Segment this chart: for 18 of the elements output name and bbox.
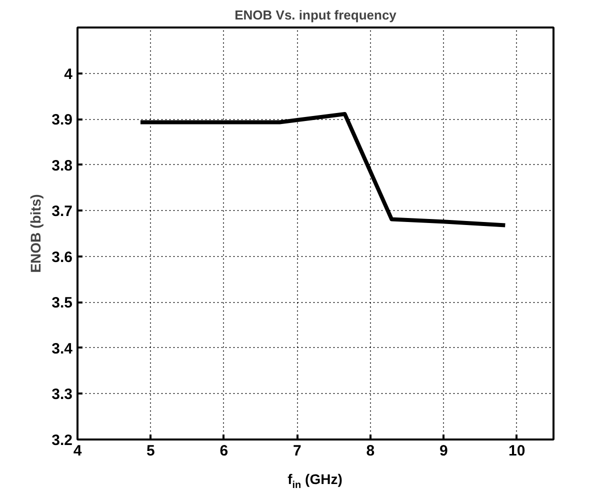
- y-tick-label: 3.4: [52, 340, 74, 358]
- y-tick-label: 3.5: [52, 294, 73, 312]
- x-tick-label: 7: [293, 442, 302, 460]
- y-tick-label: 3.3: [52, 386, 73, 404]
- x-tick-label: 5: [146, 442, 155, 460]
- x-tick-label: 8: [366, 442, 375, 460]
- x-axis-title: f$_{in}$ (GHz): [288, 470, 342, 493]
- y-tick-label: 3.6: [52, 248, 73, 266]
- y-axis-title: ENOB (bits): [28, 194, 44, 273]
- x-tick-label: 9: [439, 442, 448, 460]
- y-tick-label: 3.9: [52, 112, 73, 129]
- x-tick-label: 6: [220, 442, 228, 460]
- y-tick-label: 3.7: [52, 203, 73, 220]
- y-tick-label: 4: [64, 66, 74, 83]
- y-tick-label: 3.8: [52, 157, 73, 174]
- chart-title: ENOB Vs. input frequency: [234, 8, 398, 22]
- y-tick-label: 3.2: [52, 432, 73, 449]
- x-tick-label: 10: [508, 442, 526, 460]
